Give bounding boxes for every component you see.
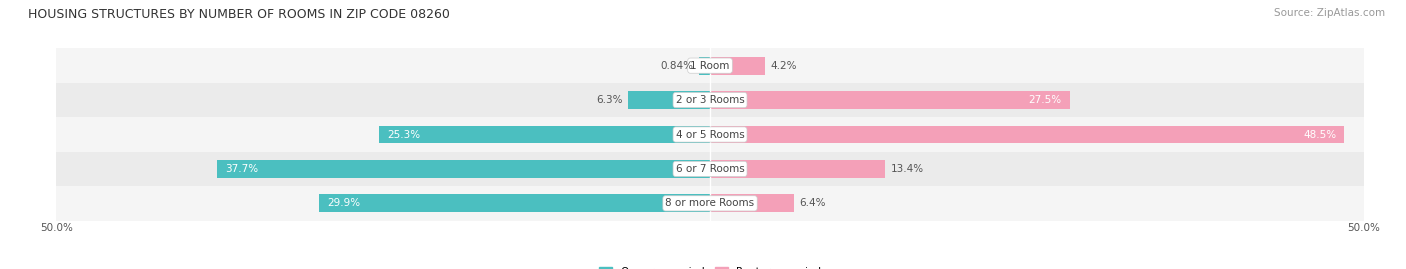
Text: HOUSING STRUCTURES BY NUMBER OF ROOMS IN ZIP CODE 08260: HOUSING STRUCTURES BY NUMBER OF ROOMS IN… — [28, 8, 450, 21]
Bar — [710, 194, 794, 212]
Text: Source: ZipAtlas.com: Source: ZipAtlas.com — [1274, 8, 1385, 18]
Text: 6.3%: 6.3% — [596, 95, 623, 105]
Text: 0.84%: 0.84% — [661, 61, 693, 71]
Text: 2 or 3 Rooms: 2 or 3 Rooms — [676, 95, 744, 105]
Bar — [56, 48, 1364, 83]
Text: 25.3%: 25.3% — [387, 129, 420, 140]
Bar — [56, 186, 1364, 221]
Bar — [217, 160, 710, 178]
Text: 6 or 7 Rooms: 6 or 7 Rooms — [676, 164, 744, 174]
Bar — [56, 83, 1364, 117]
Bar — [699, 57, 710, 75]
Text: 4.2%: 4.2% — [770, 61, 797, 71]
Text: 1 Room: 1 Room — [690, 61, 730, 71]
Text: 37.7%: 37.7% — [225, 164, 259, 174]
Text: 13.4%: 13.4% — [890, 164, 924, 174]
Bar — [319, 194, 710, 212]
Text: 48.5%: 48.5% — [1303, 129, 1336, 140]
Bar — [56, 152, 1364, 186]
Bar — [710, 126, 1344, 143]
Text: 4 or 5 Rooms: 4 or 5 Rooms — [676, 129, 744, 140]
Bar — [710, 160, 886, 178]
Bar — [710, 91, 1070, 109]
Text: 29.9%: 29.9% — [328, 198, 360, 208]
Bar — [380, 126, 710, 143]
Bar — [56, 117, 1364, 152]
Text: 8 or more Rooms: 8 or more Rooms — [665, 198, 755, 208]
Text: 6.4%: 6.4% — [799, 198, 825, 208]
Text: 27.5%: 27.5% — [1029, 95, 1062, 105]
Legend: Owner-occupied, Renter-occupied: Owner-occupied, Renter-occupied — [595, 263, 825, 269]
Bar — [710, 57, 765, 75]
Bar — [627, 91, 710, 109]
